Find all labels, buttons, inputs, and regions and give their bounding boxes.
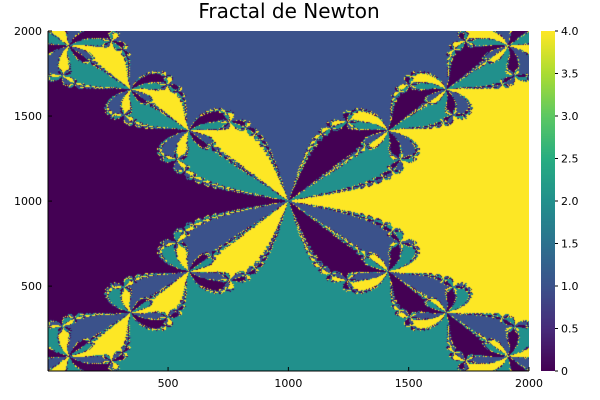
- colorbar-tick-label: 4.0: [561, 25, 579, 38]
- colorbar-ticks: 0 0.5 1.0 1.5 2.0 2.5 3.0 3.5 4.0: [555, 25, 579, 378]
- colorbar-gradient: [541, 31, 555, 371]
- x-tick-label: 1000: [274, 377, 302, 390]
- colorbar-tick-label: 2.5: [561, 153, 579, 166]
- heatmap-area: [48, 31, 529, 371]
- x-tick-label: 1500: [395, 377, 423, 390]
- colorbar: 0 0.5 1.0 1.5 2.0 2.5 3.0 3.5 4.0: [541, 25, 579, 378]
- colorbar-tick-label: 0.5: [561, 323, 579, 336]
- chart-title: Fractal de Newton: [198, 0, 379, 23]
- y-tick-label: 2000: [14, 25, 42, 38]
- colorbar-tick-label: 1.0: [561, 280, 579, 293]
- colorbar-tick-label: 3.5: [561, 68, 579, 81]
- heatmap-image: [48, 31, 529, 371]
- y-tick-label: 500: [21, 280, 42, 293]
- y-tick-label: 1000: [14, 195, 42, 208]
- x-tick-label: 2000: [515, 377, 543, 390]
- x-tick-label: 500: [158, 377, 179, 390]
- colorbar-tick-label: 0: [561, 365, 568, 378]
- colorbar-tick-label: 2.0: [561, 195, 579, 208]
- y-axis-ticks: 500 1000 1500 2000: [14, 25, 52, 293]
- x-axis-ticks: 500 1000 1500 2000: [158, 367, 543, 390]
- colorbar-tick-label: 1.5: [561, 238, 579, 251]
- colorbar-tick-label: 3.0: [561, 110, 579, 123]
- y-tick-label: 1500: [14, 110, 42, 123]
